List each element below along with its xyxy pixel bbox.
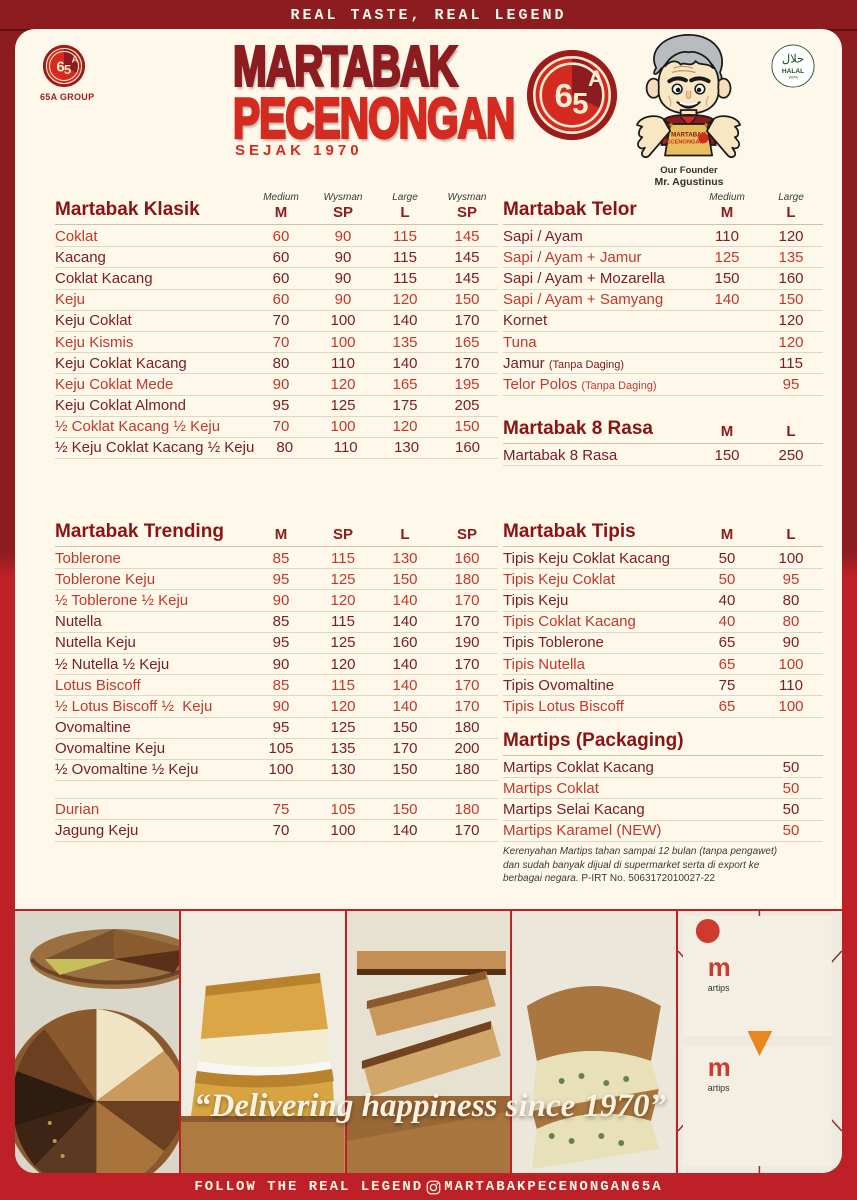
svg-text:m: m (708, 954, 731, 982)
svg-text:PECENONGAN: PECENONGAN (663, 139, 704, 145)
svg-text:5: 5 (572, 87, 588, 120)
svg-text:حلال: حلال (782, 53, 804, 65)
svg-text:A: A (72, 54, 79, 65)
svg-text:100%: 100% (788, 74, 799, 79)
svg-text:artips: artips (708, 983, 730, 993)
svg-text:6: 6 (555, 78, 573, 115)
svg-text:m: m (708, 1054, 731, 1082)
svg-text:6: 6 (56, 58, 64, 75)
svg-text:A: A (588, 66, 604, 91)
svg-text:5: 5 (64, 62, 71, 77)
